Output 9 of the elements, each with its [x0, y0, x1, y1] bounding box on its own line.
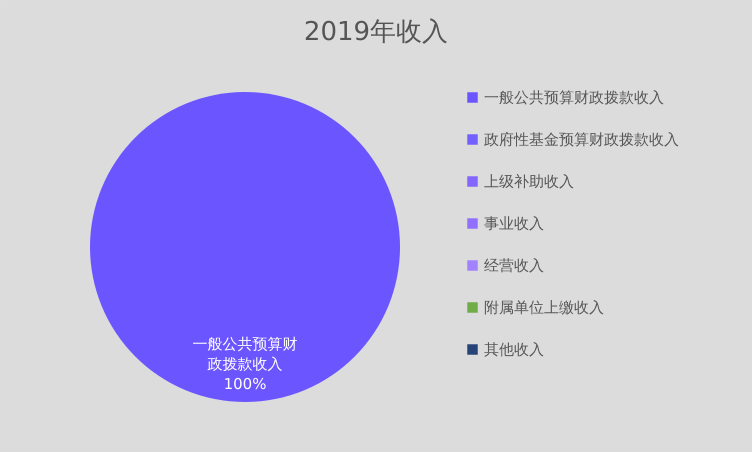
legend-label: 附属单位上缴收入 — [484, 298, 604, 316]
legend-label: 政府性基金预算财政拨款收入 — [484, 130, 679, 148]
chart-title: 2019年收入 — [304, 17, 448, 47]
data-label: 一般公共预算财政拨款收入 100% — [192, 335, 298, 393]
legend-label: 其他收入 — [484, 340, 544, 358]
legend-label: 一般公共预算财政拨款收入 — [484, 88, 664, 106]
legend-label: 上级补助收入 — [484, 172, 574, 190]
legend-label: 经营收入 — [484, 256, 544, 274]
legend-label: 事业收入 — [484, 214, 544, 232]
